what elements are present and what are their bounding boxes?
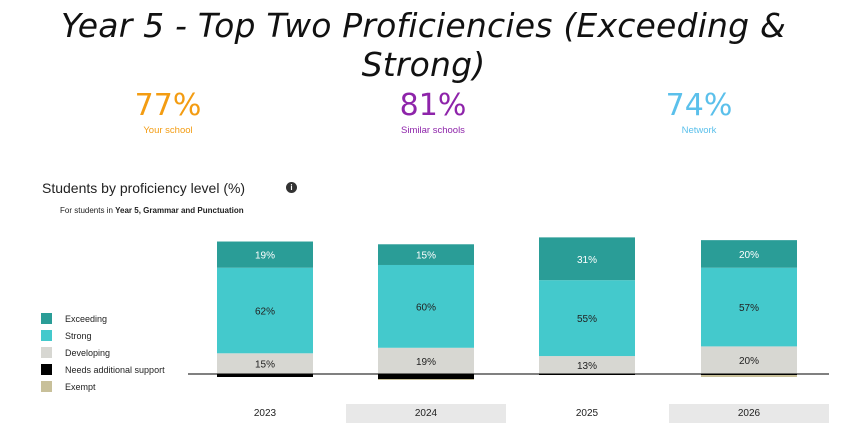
- data-label: 57%: [739, 303, 759, 314]
- caption-prefix: For students in: [60, 206, 116, 215]
- chart-heading: Students by proficiency level (%): [42, 180, 246, 196]
- data-label: 31%: [577, 255, 597, 266]
- legend-swatch: [41, 330, 52, 341]
- x-band-2026: [669, 404, 829, 423]
- stat-value: 77%: [134, 88, 202, 123]
- legend-item-strong: Strong: [41, 327, 165, 344]
- legend-swatch: [41, 381, 52, 392]
- bar-segment-strong-2025[interactable]: [539, 280, 635, 357]
- data-label: 60%: [416, 302, 436, 313]
- bar-segment-developing-2025[interactable]: [539, 356, 635, 374]
- legend-swatch: [41, 347, 52, 358]
- legend-item-developing: Developing: [41, 344, 165, 361]
- x-tick-label: 2024: [414, 408, 438, 419]
- bar-segment-exempt-2026[interactable]: [701, 375, 797, 377]
- bar-segment-developing-2024[interactable]: [378, 347, 474, 374]
- bar-segment-exceeding-2024[interactable]: [378, 244, 474, 265]
- legend: Exceeding Strong Developing Needs additi…: [41, 310, 165, 395]
- info-icon[interactable]: i: [286, 182, 297, 193]
- stat-label: Your school: [143, 125, 193, 136]
- data-label: 62%: [255, 307, 275, 318]
- legend-swatch: [41, 313, 52, 324]
- page-title: Year 5 - Top Two Proficiencies (Exceedin…: [61, 6, 786, 84]
- bar-segment-needs-additional-support-2024[interactable]: [378, 374, 474, 379]
- bar-segment-strong-2026[interactable]: [701, 267, 797, 347]
- bar-segment-developing-2026[interactable]: [701, 346, 797, 374]
- legend-label: Developing: [65, 347, 111, 358]
- x-band-2024: [346, 404, 506, 423]
- data-label: 13%: [577, 361, 597, 372]
- legend-swatch: [41, 364, 52, 375]
- data-label: 55%: [577, 314, 597, 325]
- bar-segment-needs-additional-support-2023[interactable]: [217, 374, 313, 377]
- bar-segment-exceeding-2023[interactable]: [217, 241, 313, 268]
- bar-segment-strong-2023[interactable]: [217, 267, 313, 354]
- stat-value: 81%: [399, 88, 467, 123]
- legend-label: Needs additional support: [65, 364, 165, 375]
- bar-segment-strong-2024[interactable]: [378, 264, 474, 348]
- stat-label: Similar schools: [401, 125, 465, 136]
- bar-segment-exceeding-2026[interactable]: [701, 240, 797, 268]
- x-tick-label: 2025: [575, 408, 599, 419]
- stat-network: 74% Network: [619, 88, 779, 137]
- legend-item-exempt: Exempt: [41, 378, 165, 395]
- chart-caption: For students in Year 5, Grammar and Punc…: [60, 206, 244, 215]
- legend-item-exceeding: Exceeding: [41, 310, 165, 327]
- bar-segment-exempt-2024[interactable]: [378, 379, 474, 380]
- legend-label: Exempt: [65, 381, 96, 392]
- legend-item-needs-support: Needs additional support: [41, 361, 165, 378]
- caption-bold: Year 5, Grammar and Punctuation: [115, 206, 244, 215]
- bar-segment-exceeding-2025[interactable]: [539, 237, 635, 281]
- stat-similar-schools: 81% Similar schools: [353, 88, 513, 137]
- data-label: 19%: [416, 357, 436, 368]
- stat-value: 74%: [665, 88, 733, 123]
- data-label: 15%: [416, 251, 436, 262]
- stat-label: Network: [681, 125, 717, 136]
- legend-label: Exceeding: [65, 313, 108, 324]
- bar-segment-developing-2023[interactable]: [217, 353, 313, 374]
- legend-label: Strong: [65, 330, 92, 341]
- stat-your-school: 77% Your school: [88, 88, 248, 137]
- data-label: 19%: [255, 251, 275, 262]
- data-label: 20%: [739, 356, 759, 367]
- data-label: 20%: [739, 250, 759, 261]
- x-tick-label: 2023: [253, 408, 277, 419]
- data-label: 15%: [255, 360, 275, 371]
- x-tick-label: 2026: [737, 408, 761, 419]
